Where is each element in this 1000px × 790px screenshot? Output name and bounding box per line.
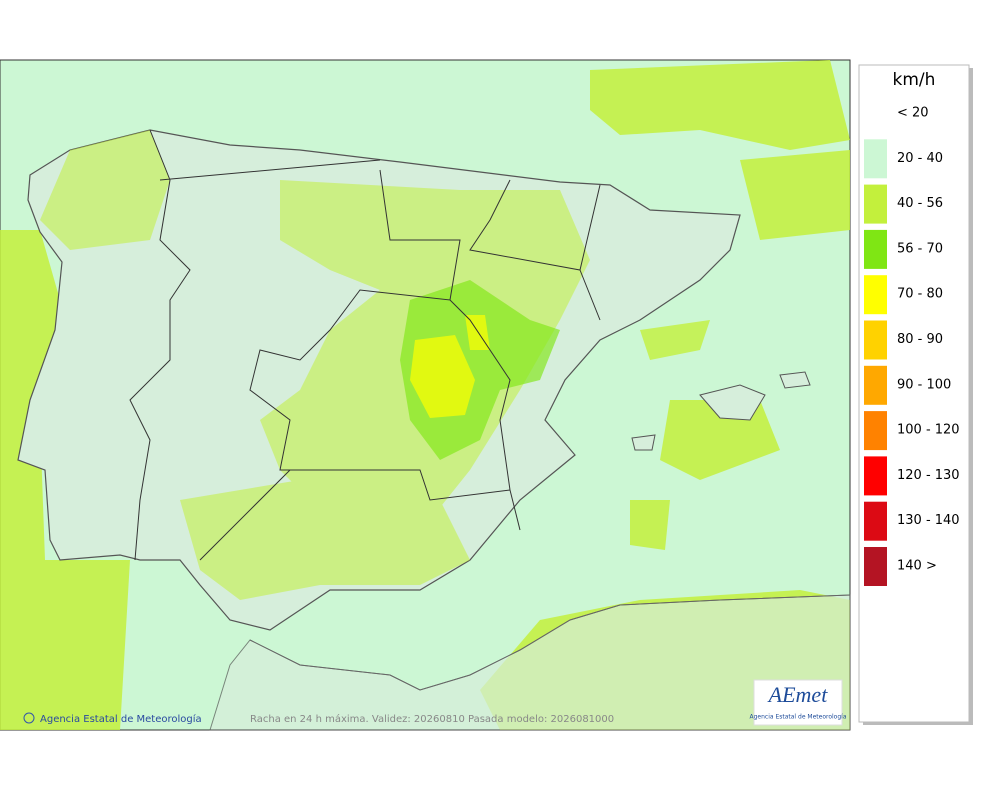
legend-label: 56 - 70	[897, 241, 943, 256]
logo	[753, 679, 843, 726]
legend-label: < 20	[897, 106, 929, 121]
credit: Agencia Estatal de Meteorología	[40, 713, 202, 725]
legend-title: km/h	[893, 70, 936, 90]
coastline	[249, 594, 851, 691]
legend-label: 90 - 100	[897, 377, 951, 392]
legend-swatch	[864, 320, 887, 360]
legend-label: 120 - 130	[897, 468, 960, 483]
legend-label: 140 >	[897, 559, 937, 574]
logo-subtitle: Agencia Estatal de Meteorología	[750, 714, 847, 721]
wind-patch	[40, 130, 590, 600]
legend-label: 80 - 90	[897, 332, 943, 347]
legend-swatch	[864, 411, 887, 451]
wind-patch	[0, 230, 130, 730]
wind-patch	[410, 315, 490, 418]
legend-swatch	[864, 139, 887, 179]
legend-label: 100 - 120	[897, 423, 960, 438]
logo-title: AEmet	[767, 682, 829, 707]
legend-label: 20 - 40	[897, 151, 943, 166]
wind-patch	[630, 500, 670, 550]
caption: Racha en 24 h máxima. Validez: 20260810 …	[250, 713, 614, 725]
legend-swatch	[864, 456, 887, 496]
legend-swatch	[864, 184, 887, 224]
legend-swatch	[864, 365, 887, 405]
region-border	[129, 129, 601, 561]
legend-swatch	[864, 275, 887, 315]
wind-patch	[590, 60, 850, 150]
legend-label: 130 - 140	[897, 513, 960, 528]
legend-swatch	[864, 501, 887, 541]
legend-swatch	[864, 229, 887, 269]
copyright-icon	[23, 712, 35, 724]
legend-label: 70 - 80	[897, 287, 943, 302]
legend-swatch	[864, 547, 887, 586]
island	[631, 371, 811, 451]
wind-patch	[640, 320, 710, 360]
legend-label: 40 - 56	[897, 196, 943, 211]
wind-patch	[740, 150, 850, 240]
